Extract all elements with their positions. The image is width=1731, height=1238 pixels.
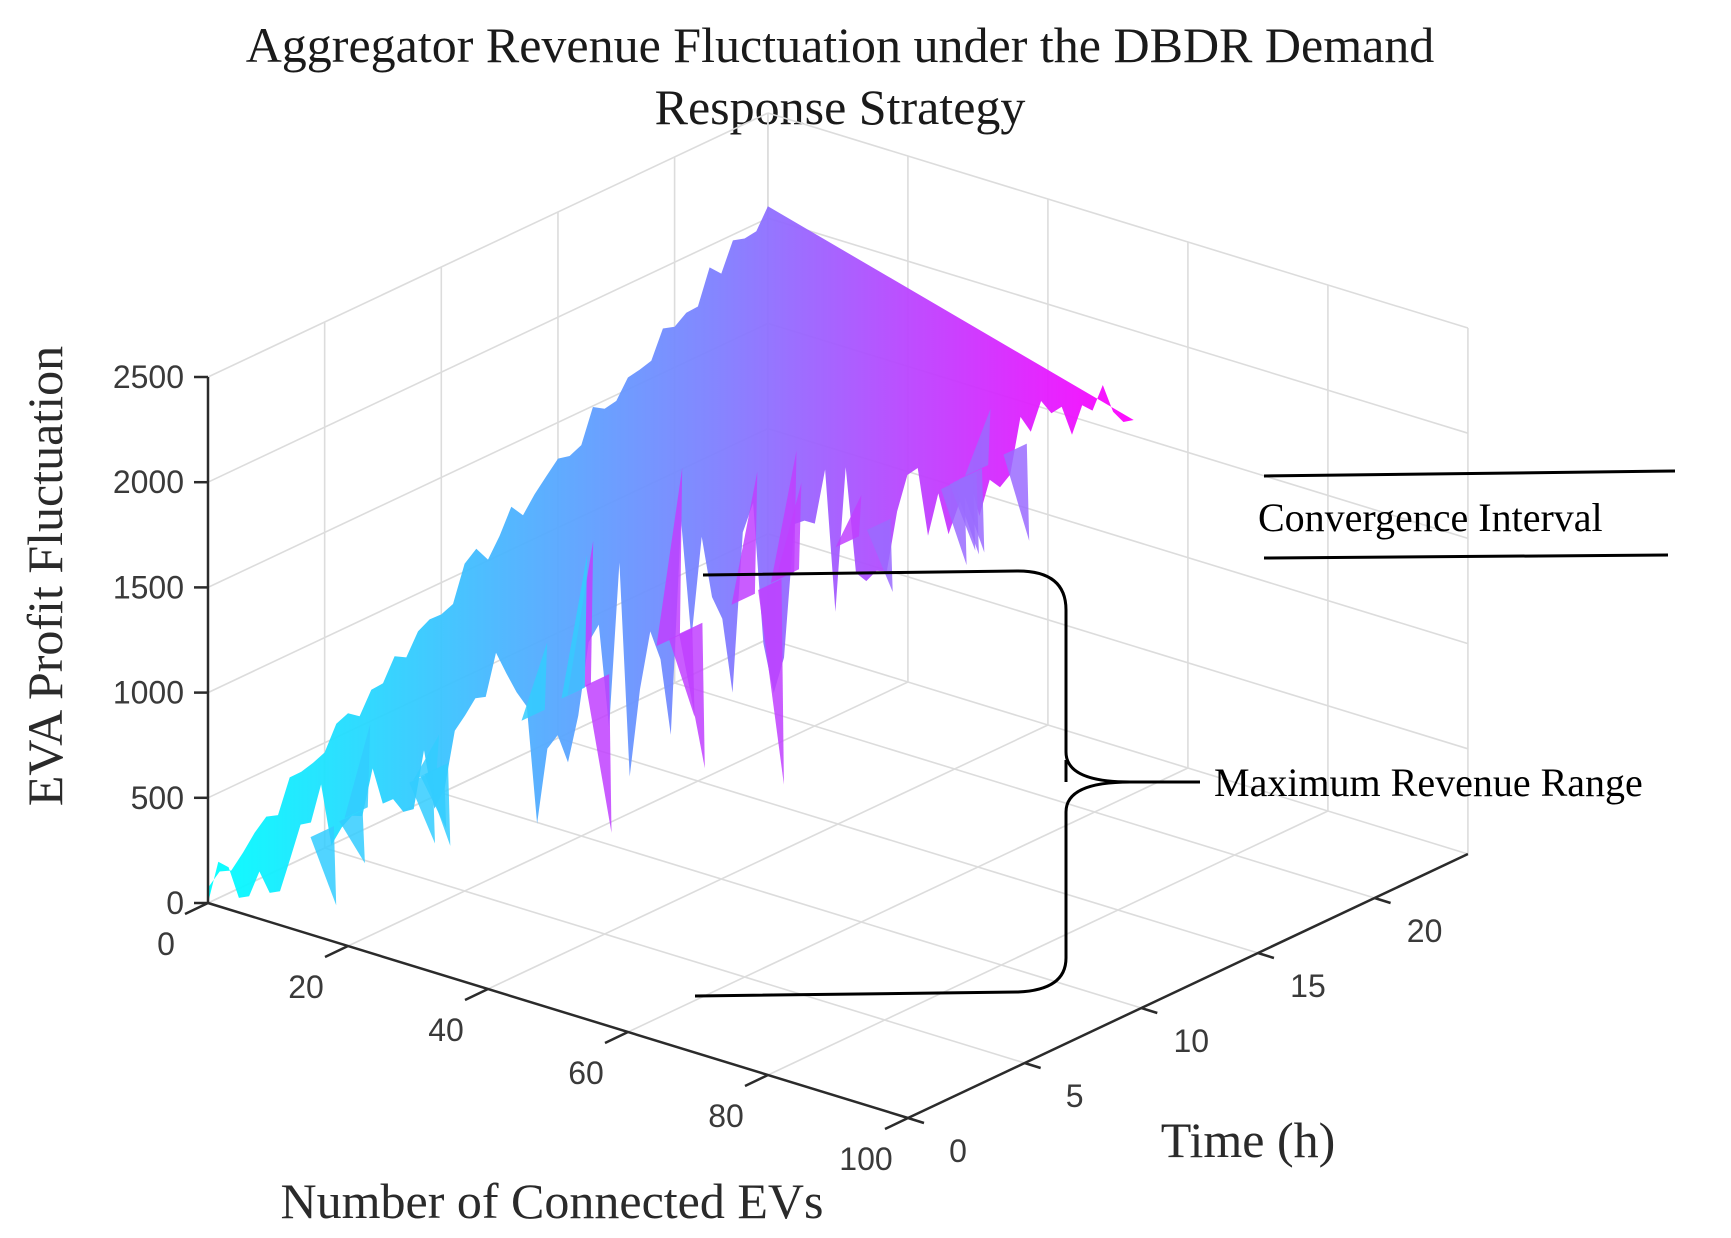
grid-back-horizontal-5 [207,112,769,378]
z-axis-label: EVA Profit Fluctuation [17,346,73,806]
surface-spike-15 [775,482,802,581]
y-tick-label-4: 20 [1407,913,1443,949]
y-axis-label: Time (h) [1161,1112,1336,1168]
x-axis-line [207,901,909,1120]
x-tick-label-1: 20 [288,969,324,1005]
surface-spike-0 [339,810,365,864]
convergence-top-line [1263,469,1676,478]
grid-floor-t-1 [324,847,1025,1064]
surface-spike-23 [949,473,976,551]
z-tick-label-4: 2000 [113,464,184,500]
grid-floor-t-4 [674,682,1375,899]
grid-floor-t-3 [557,737,1259,954]
z-tick-label-0: 0 [166,885,184,921]
x-tick-mark-0 [184,901,209,916]
surface-spike-9 [758,579,784,785]
y-tick-mark-0 [907,1116,925,1125]
surface-spike-6 [1003,443,1030,541]
surface-spike-8 [964,408,991,476]
surface-spike-21 [731,471,758,605]
x-tick-mark-5 [884,1116,909,1131]
surface-spike-17 [521,642,548,721]
z-tick-label-2: 1000 [113,675,184,711]
grid-side-horizontal-4 [767,217,1469,434]
y-tick-label-0: 0 [949,1133,967,1169]
x-axis-ticks: 0 20 40 60 80 100 [157,901,909,1177]
grid-side-horizontal-5 [767,112,1469,329]
y-tick-mark-4 [1374,896,1391,905]
x-tick-mark-3 [604,1030,629,1045]
max-range-brace [694,569,1200,998]
z-tick-label-5: 2500 [113,359,184,395]
surface-plot [208,206,1134,906]
y-tick-mark-1 [1024,1061,1042,1070]
max-range-label: Maximum Revenue Range [1214,760,1643,805]
surface-spike-24 [409,771,435,844]
x-tick-mark-1 [324,944,349,959]
z-tick-label-1: 500 [131,780,184,816]
x-tick-mark-2 [464,987,489,1002]
y-tick-label-2: 10 [1174,1023,1210,1059]
chart-title-line-1: Aggregator Revenue Fluctuation under the… [246,17,1435,73]
y-tick-mark-3 [1257,951,1275,960]
y-axis-ticks: 0 5 10 15 20 [907,896,1443,1169]
z-axis-ticks: 0 500 1000 1500 2000 2500 [113,359,208,921]
grid-floor-t-2 [441,792,1142,1009]
grid-floor-x-2 [487,724,1049,990]
surface-spike-10 [344,724,371,819]
surface-spike-1 [310,826,337,906]
surface-spike-20 [835,495,862,548]
convergence-label: Convergence Interval [1258,495,1603,540]
surface-spike-25 [585,674,612,833]
x-axis-label: Number of Connected EVs [281,1173,824,1229]
x-tick-label-0: 0 [157,926,175,962]
y-tick-label-1: 5 [1066,1078,1084,1114]
x-tick-label-4: 80 [708,1098,744,1134]
surface-spike-2 [567,540,594,696]
surface-spike-7 [656,467,683,647]
surface-spike-18 [669,628,695,717]
y-tick-label-3: 15 [1290,968,1326,1004]
y-axis-line [907,852,1469,1120]
x-tick-label-5: 100 [839,1141,892,1177]
surface-spike-14 [561,555,588,699]
grid-side-horizontal-0 [767,638,1469,855]
z-tick-label-3: 1500 [113,569,184,605]
grid-floor-x-4 [767,810,1329,1076]
x-tick-mark-4 [744,1073,769,1088]
surface-spike-16 [413,734,439,781]
chart-title-line-2: Response Strategy [655,79,1026,135]
convergence-bottom-line [1263,553,1669,560]
y-tick-mark-2 [1140,1006,1158,1015]
grid-back-horizontal-4 [207,217,769,483]
x-tick-label-2: 40 [428,1012,464,1048]
x-tick-label-3: 60 [568,1055,604,1091]
